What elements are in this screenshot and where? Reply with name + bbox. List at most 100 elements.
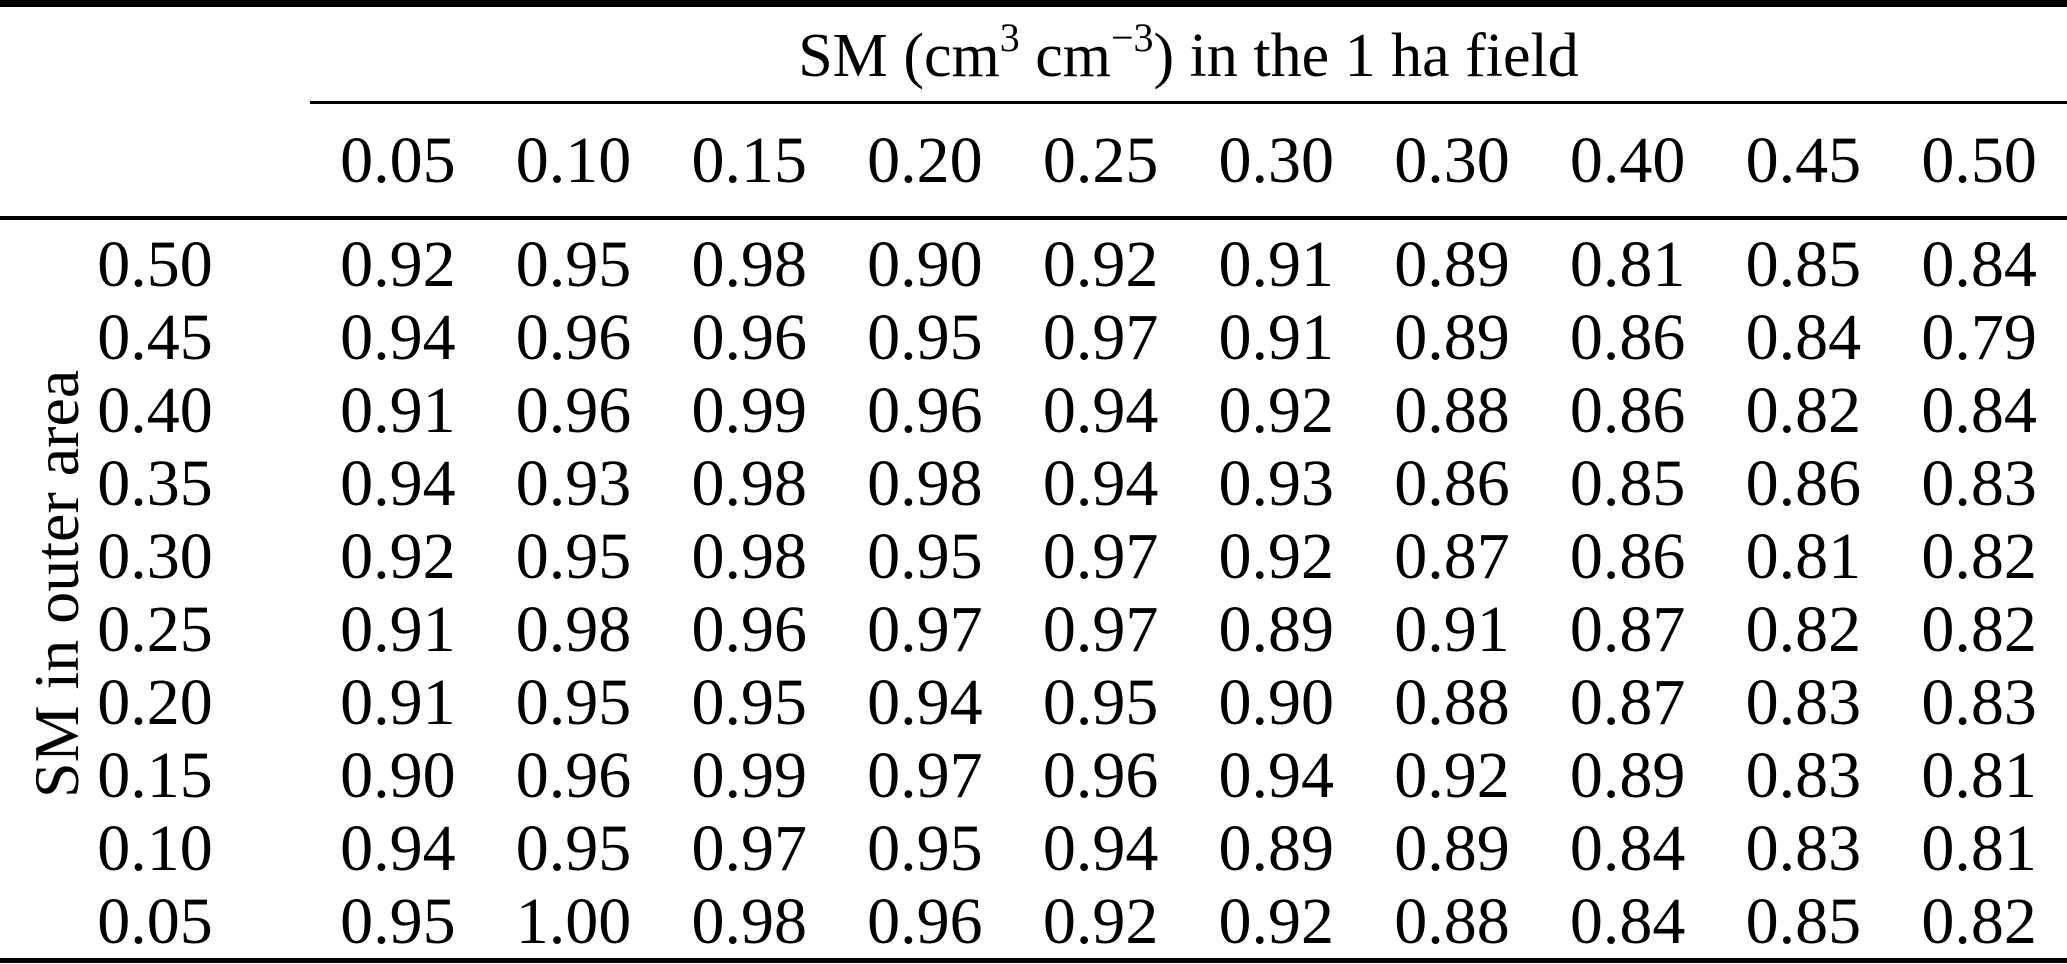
table-row: 0.15 0.90 0.96 0.99 0.97 0.96 0.94 0.92 0.89 0.83… bbox=[0, 739, 2067, 812]
table-cell: 0.89 bbox=[1218, 592, 1335, 666]
table-cell: 0.99 bbox=[691, 373, 807, 447]
table-cell: 0.92 bbox=[1218, 884, 1335, 958]
corner-spacer bbox=[0, 102, 310, 220]
table-cell: 0.93 bbox=[515, 446, 632, 520]
table-cell: 0.95 bbox=[1042, 665, 1159, 739]
table-cell: 0.82 bbox=[1745, 592, 1862, 666]
table-cell: 0.93 bbox=[1218, 446, 1335, 520]
table-row: 0.10 0.94 0.95 0.97 0.95 0.94 0.89 0.89 0.84 0.83… bbox=[0, 812, 2067, 885]
table-cell: 1.00 bbox=[515, 884, 632, 958]
table-cell: 0.97 bbox=[1042, 592, 1159, 666]
table-row: 0.05 0.95 1.00 0.98 0.96 0.92 0.92 0.88 0.84 0.85… bbox=[0, 885, 2067, 961]
table-cell: 0.85 bbox=[1569, 446, 1686, 520]
table-row: 0.30 0.92 0.95 0.98 0.95 0.97 0.92 0.87 0.86 0.81… bbox=[0, 520, 2067, 593]
table-cell: 0.95 bbox=[515, 227, 632, 301]
table-cell: 0.91 bbox=[1218, 227, 1335, 301]
table-cell: 0.95 bbox=[515, 665, 632, 739]
superscript-minus-3: −3 bbox=[1110, 15, 1154, 61]
table-cell: 0.87 bbox=[1569, 592, 1686, 666]
table-cell: 0.94 bbox=[1042, 811, 1159, 885]
table-cell: 0.94 bbox=[1042, 373, 1159, 447]
table-row: 0.40 0.91 0.96 0.99 0.96 0.94 0.92 0.88 0.86 0.82… bbox=[0, 374, 2067, 447]
table-cell: 0.95 bbox=[867, 519, 983, 593]
table-cell: 0.92 bbox=[1042, 884, 1159, 958]
table-cell: 0.94 bbox=[340, 300, 456, 374]
table-cell: 0.92 bbox=[1394, 738, 1510, 812]
column-header: 0.45 bbox=[1715, 102, 1892, 220]
table-cell: 0.98 bbox=[691, 884, 807, 958]
column-header: 0.50 bbox=[1891, 102, 2067, 220]
column-header: 0.40 bbox=[1539, 102, 1716, 220]
table-cell: 0.83 bbox=[1921, 446, 2037, 520]
table-cell: 0.87 bbox=[1394, 519, 1510, 593]
table-cell: 0.84 bbox=[1745, 300, 1862, 374]
row-header: 0.45 bbox=[97, 300, 213, 374]
table-cell: 0.81 bbox=[1745, 519, 1862, 593]
table-cell: 0.96 bbox=[867, 884, 983, 958]
corner-spacer bbox=[0, 4, 310, 103]
column-header: 0.25 bbox=[1012, 102, 1189, 220]
table-cell: 0.92 bbox=[1218, 519, 1335, 593]
table-cell: 0.82 bbox=[1921, 592, 2037, 666]
table-cell: 0.96 bbox=[1042, 738, 1159, 812]
table-cell: 0.83 bbox=[1745, 738, 1862, 812]
table-cell: 0.96 bbox=[515, 738, 632, 812]
row-header: 0.20 bbox=[97, 665, 213, 739]
table-cell: 0.95 bbox=[691, 665, 807, 739]
table-cell: 0.86 bbox=[1569, 519, 1686, 593]
table-cell: 0.82 bbox=[1921, 519, 2037, 593]
table-cell: 0.84 bbox=[1569, 811, 1686, 885]
column-group-header-text-pre: SM (cm bbox=[798, 22, 1000, 90]
table-cell: 0.98 bbox=[691, 446, 807, 520]
table-row: 0.35 0.94 0.93 0.98 0.98 0.94 0.93 0.86 0.85 0.86… bbox=[0, 447, 2067, 520]
table-cell: 0.96 bbox=[691, 592, 807, 666]
row-header: 0.15 bbox=[97, 738, 213, 812]
table-cell: 0.90 bbox=[340, 738, 456, 812]
superscript-3: 3 bbox=[999, 15, 1020, 61]
table-cell: 0.81 bbox=[1921, 738, 2037, 812]
table-cell: 0.97 bbox=[867, 592, 983, 666]
table-cell: 0.83 bbox=[1745, 811, 1862, 885]
table-cell: 0.94 bbox=[867, 665, 983, 739]
table-cell: 0.81 bbox=[1921, 811, 2037, 885]
table-cell: 0.85 bbox=[1745, 884, 1862, 958]
table-cell: 0.95 bbox=[340, 884, 456, 958]
table-cell: 0.95 bbox=[515, 519, 632, 593]
table-cell: 0.96 bbox=[515, 300, 632, 374]
column-header: 0.05 bbox=[310, 102, 486, 220]
table-cell: 0.99 bbox=[691, 738, 807, 812]
table-cell: 0.97 bbox=[867, 738, 983, 812]
table-cell: 0.94 bbox=[1218, 738, 1335, 812]
table-cell: 0.86 bbox=[1394, 446, 1510, 520]
table-cell: 0.92 bbox=[340, 519, 456, 593]
table-cell: 0.90 bbox=[1218, 665, 1335, 739]
table-cell: 0.95 bbox=[867, 300, 983, 374]
table-cell: 0.97 bbox=[1042, 300, 1159, 374]
table-cell: 0.95 bbox=[867, 811, 983, 885]
table-cell: 0.92 bbox=[1042, 227, 1159, 301]
table-cell: 0.88 bbox=[1394, 373, 1510, 447]
span-header-row: SM (cm3 cm−3) in the 1 ha field bbox=[0, 3, 2067, 104]
column-header: 0.20 bbox=[837, 102, 1013, 220]
column-header: 0.15 bbox=[661, 102, 838, 220]
table-body: 0.50 0.92 0.95 0.98 0.90 0.92 0.91 0.89 0.81 0.85… bbox=[0, 218, 2067, 961]
table-cell: 0.91 bbox=[1218, 300, 1335, 374]
table-cell: 0.87 bbox=[1569, 665, 1686, 739]
table-cell: 0.94 bbox=[340, 811, 456, 885]
table-cell: 0.91 bbox=[1394, 592, 1510, 666]
table-cell: 0.89 bbox=[1218, 811, 1335, 885]
column-group-header: SM (cm3 cm−3) in the 1 ha field bbox=[310, 3, 2067, 104]
table-cell: 0.92 bbox=[1218, 373, 1335, 447]
table-row: 0.45 0.94 0.96 0.96 0.95 0.97 0.91 0.89 0.86 0.84… bbox=[0, 301, 2067, 374]
table-cell: 0.85 bbox=[1745, 227, 1862, 301]
table-cell: 0.83 bbox=[1745, 665, 1862, 739]
table-cell: 0.98 bbox=[867, 446, 983, 520]
table-row: 0.25 0.91 0.98 0.96 0.97 0.97 0.89 0.91 0.87 0.82… bbox=[0, 593, 2067, 666]
row-header: 0.30 bbox=[97, 519, 213, 593]
column-header: 0.10 bbox=[485, 102, 662, 220]
table-cell: 0.89 bbox=[1394, 227, 1510, 301]
table-cell: 0.92 bbox=[340, 227, 456, 301]
table-cell: 0.88 bbox=[1394, 884, 1510, 958]
